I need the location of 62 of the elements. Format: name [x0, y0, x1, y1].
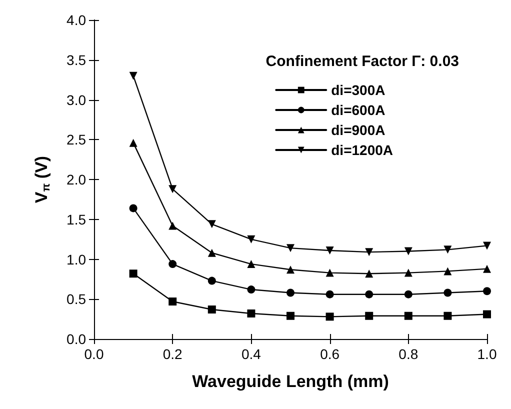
x-tick-label: 0.8 [398, 346, 418, 362]
point [483, 264, 491, 273]
point [444, 312, 452, 320]
legend-label: di=600A [331, 102, 386, 118]
point [326, 290, 334, 298]
y-tick-label: 0.5 [66, 291, 86, 308]
point [247, 309, 256, 318]
point [483, 287, 491, 296]
x-tick-label: 0.0 [84, 346, 104, 362]
point [444, 246, 452, 254]
y-tick-label: 1.0 [66, 251, 86, 268]
point [247, 235, 256, 244]
point [208, 220, 216, 228]
point [247, 286, 256, 294]
point [168, 222, 177, 230]
point [208, 248, 216, 257]
y-axis-title: Vπ (V) [32, 156, 52, 204]
point [404, 247, 412, 256]
point [444, 267, 452, 276]
y-tick-label: 0.0 [66, 331, 86, 347]
point [326, 246, 334, 254]
point [444, 288, 452, 297]
point [365, 248, 374, 256]
y-tick-label: 2.5 [66, 132, 86, 148]
point [404, 268, 412, 277]
point [404, 290, 412, 298]
x-tick-label: 1.0 [477, 346, 497, 362]
point [365, 312, 374, 320]
point [326, 312, 334, 321]
point [365, 290, 374, 298]
point [286, 266, 294, 274]
legend-label: di=900A [331, 122, 386, 138]
point [326, 268, 334, 277]
point [483, 242, 491, 250]
point [168, 260, 177, 268]
point [168, 298, 177, 306]
point [404, 312, 412, 320]
point [286, 312, 294, 320]
legend-label: di=1200A [331, 142, 394, 158]
y-tick-label: 4.0 [66, 12, 86, 28]
point [208, 276, 216, 285]
y-tick-label: 3.5 [66, 52, 86, 68]
point [129, 72, 138, 80]
y-tick-label: 2.0 [66, 172, 86, 188]
y-tick-label: 1.5 [66, 211, 86, 228]
x-axis-title: Waveguide Length (mm) [192, 372, 389, 391]
x-tick-label: 0.6 [320, 346, 340, 362]
point [483, 310, 491, 318]
point [208, 305, 216, 314]
point [286, 288, 294, 297]
y-tick-label: 3.0 [66, 92, 86, 108]
x-tick-label: 0.4 [241, 346, 262, 362]
x-tick-label: 0.2 [162, 346, 183, 362]
point [129, 270, 138, 278]
point [247, 260, 256, 268]
point [286, 244, 294, 252]
point [129, 204, 138, 212]
legend-title: Confinement Factor Γ: 0.03 [266, 53, 460, 70]
point [168, 185, 177, 194]
point [129, 138, 138, 147]
legend-label: di=300A [331, 82, 386, 98]
point [365, 270, 374, 278]
